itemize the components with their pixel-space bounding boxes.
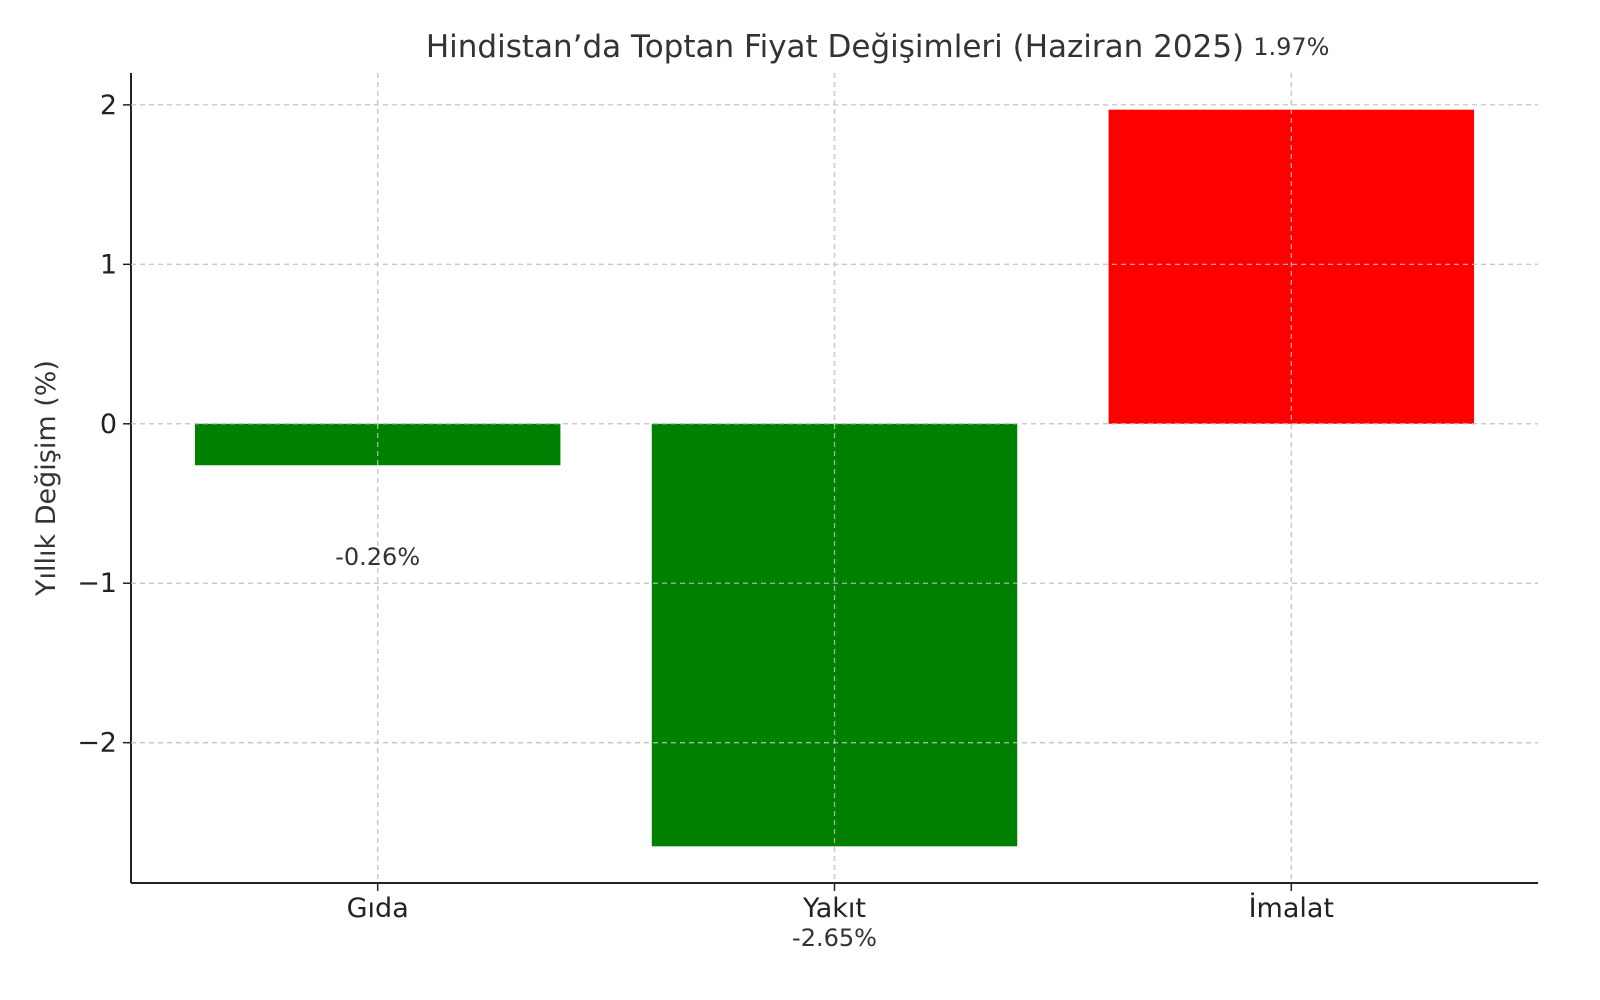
- data-label: -0.26%: [335, 543, 420, 571]
- data-labels: -0.26% -2.65% 1.97%: [131, 33, 1538, 952]
- data-label: 1.97%: [1253, 33, 1329, 61]
- chart-title: Hindistan’da Toptan Fiyat Değişimleri (H…: [426, 29, 1244, 65]
- y-tick-label: 1: [100, 249, 117, 280]
- y-tick-label: 2: [100, 90, 117, 121]
- data-label: -2.65%: [792, 924, 877, 952]
- axes: −2 −1 0 1 2 Gıda Yakıt İmalat: [77, 73, 1538, 924]
- x-tick-label: Gıda: [347, 893, 409, 924]
- x-tick-label: İmalat: [1249, 892, 1334, 924]
- y-tick-label: 0: [100, 409, 117, 440]
- y-axis-label: Yıllık Değişim (%): [31, 360, 62, 597]
- y-tick-label: −2: [77, 728, 117, 759]
- y-tick-label: −1: [77, 568, 117, 599]
- x-tick-label: Yakıt: [802, 893, 866, 924]
